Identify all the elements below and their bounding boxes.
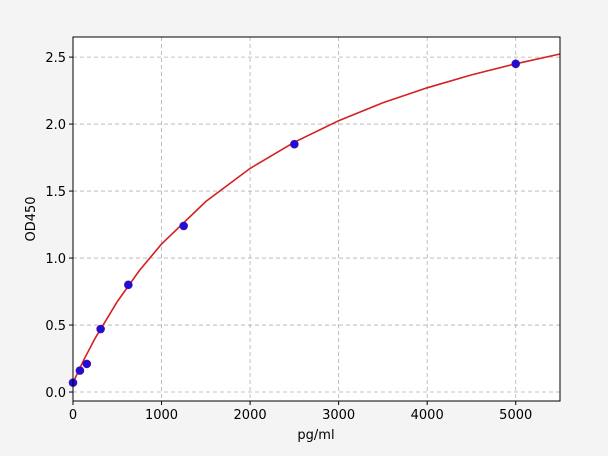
data-point xyxy=(82,359,92,369)
x-tick-label: 3000 xyxy=(322,408,355,423)
x-tick-label: 2000 xyxy=(234,408,267,423)
x-tick-label: 5000 xyxy=(499,408,532,423)
y-tick-label: 2.5 xyxy=(45,51,66,66)
data-point xyxy=(290,139,299,149)
data-point xyxy=(96,324,105,334)
data-point xyxy=(75,366,85,375)
y-tick-label: 0.0 xyxy=(45,386,66,401)
y-tick-label: 1.5 xyxy=(45,185,66,200)
marks xyxy=(68,53,561,387)
data-point xyxy=(511,59,521,69)
x-tick-label: 0 xyxy=(69,408,77,423)
plot-frame xyxy=(72,36,561,402)
y-tick-label: 0.5 xyxy=(45,319,66,334)
x-tick-label: 4000 xyxy=(411,408,444,423)
ticks: 0 1000 2000 3000 4000 5000 0.0 0.5 1.0 1.5 2.0 2.5 xyxy=(45,51,532,423)
x-tick-label: 1000 xyxy=(145,408,178,423)
data-point xyxy=(179,221,188,231)
y-tick-label: 2.0 xyxy=(45,118,66,133)
y-tick-label: 1.0 xyxy=(45,252,66,267)
data-point xyxy=(124,280,133,290)
x-axis-label: pg/ml xyxy=(297,428,334,443)
plot-area xyxy=(73,37,560,401)
y-axis-label: OD450 xyxy=(24,196,39,241)
